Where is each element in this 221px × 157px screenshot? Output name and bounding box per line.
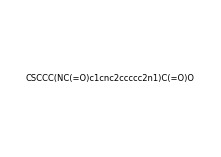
- Text: CSCCC(NC(=O)c1cnc2ccccc2n1)C(=O)O: CSCCC(NC(=O)c1cnc2ccccc2n1)C(=O)O: [26, 74, 195, 83]
